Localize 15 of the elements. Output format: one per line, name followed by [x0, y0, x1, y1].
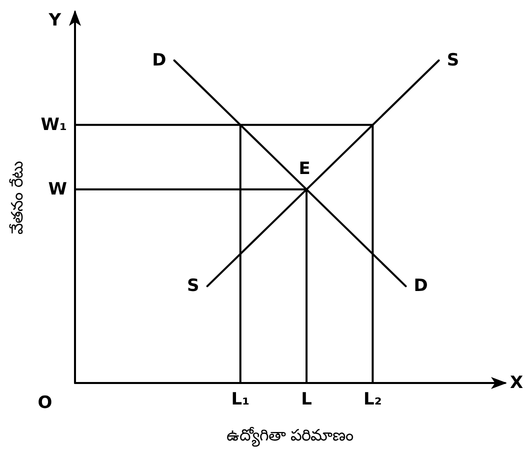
text: O [38, 393, 52, 413]
series-label: S [187, 276, 200, 296]
annotation: E [298, 158, 310, 179]
series-label: D [152, 50, 166, 70]
text: Y [48, 10, 62, 30]
x-axis-title: ఉద్యోగితా పరిమాణం [226, 426, 354, 448]
x-tick-label: L₂ [364, 390, 382, 410]
text: X [510, 373, 524, 393]
x-tick-label: L₁ [231, 390, 250, 410]
text: S [446, 50, 460, 70]
series-label: W [48, 179, 68, 200]
y-axis-title: వేతనం రేటు [8, 160, 26, 235]
series-label: W₁ [40, 114, 67, 135]
x-tick-label: L [301, 390, 312, 410]
text: D [414, 276, 428, 296]
